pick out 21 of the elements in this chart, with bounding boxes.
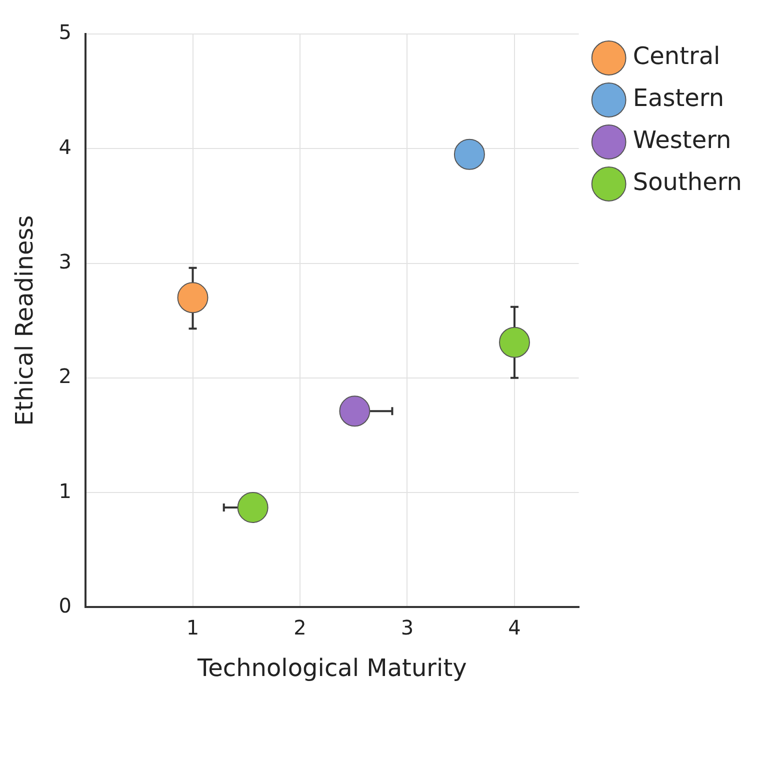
legend-label: Eastern [632,84,724,112]
x-tick-label: 3 [400,615,414,640]
x-axis-title: Technological Maturity [196,654,467,682]
y-tick-label: 3 [58,249,72,274]
y-tick-label: 1 [58,478,72,503]
point [237,492,268,523]
x-tick-label: 1 [186,615,200,640]
point [454,138,485,170]
x-tick-label: 2 [294,615,306,640]
point [498,326,530,358]
y-axis-title: Ethical Readiness [10,215,39,426]
x-tick-label: 4 [508,615,521,640]
point [339,396,370,427]
y-tick-label: 5 [58,20,72,44]
legend-label: Western [632,126,732,154]
y-tick-label: 0 [58,593,72,618]
legend-label: Southern [632,168,742,196]
legend-label: Central [632,42,720,70]
y-tick-label: 2 [58,364,72,388]
y-tick-label: 4 [58,134,72,159]
point [177,282,208,314]
